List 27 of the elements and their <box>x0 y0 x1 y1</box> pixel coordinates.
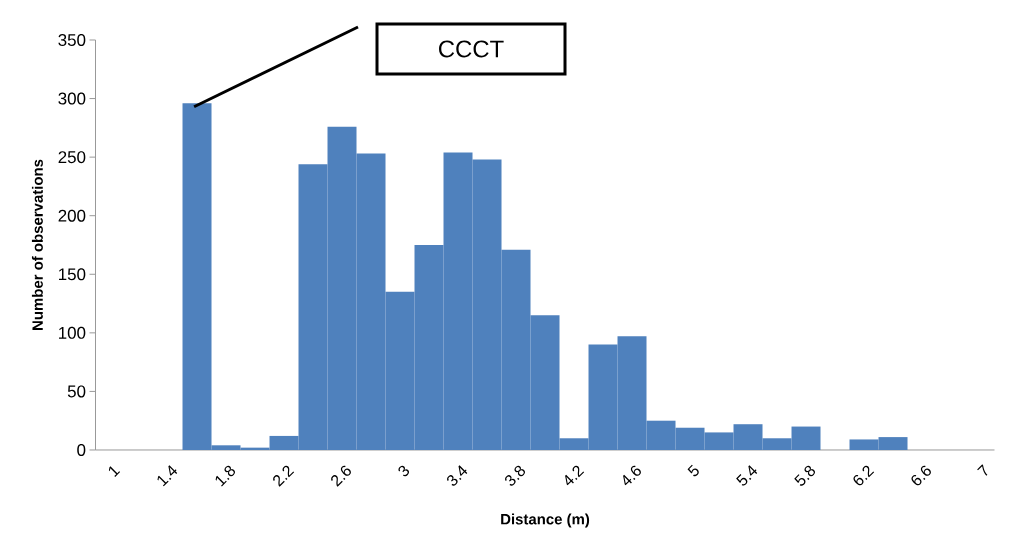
y-tick-label: 250 <box>58 151 86 164</box>
x-tick-label: 4.6 <box>623 465 641 486</box>
y-tick-label: 200 <box>58 209 86 222</box>
x-tick-label: 5.4 <box>736 465 758 486</box>
y-tick-label: 100 <box>59 326 86 339</box>
x-tick-label: 6.6 <box>911 465 931 486</box>
y-tick-label: 0 <box>77 443 86 456</box>
x-tick-label: 1 <box>108 466 121 477</box>
y-axis-title: Number of observations <box>31 159 43 330</box>
x-tick-label: 5 <box>687 464 699 477</box>
y-tick-label: 350 <box>58 33 86 46</box>
y-tick-label: 150 <box>59 268 86 281</box>
x-tick-label: 6.2 <box>853 465 875 486</box>
y-tick-label: 50 <box>67 385 86 398</box>
x-axis-title: Distance (m) <box>501 513 590 528</box>
x-tick-label: 3.8 <box>505 465 526 486</box>
annotation: CCCT <box>439 40 504 58</box>
x-tick-label: 3 <box>398 465 410 477</box>
x-tick-label: 7 <box>977 464 988 476</box>
x-tick-label: 2.2 <box>273 465 295 487</box>
x-tick-label: 4.2 <box>565 465 585 486</box>
x-tick-label: 3.4 <box>447 465 468 486</box>
x-tick-label: 5.8 <box>794 465 816 486</box>
x-tick-label: 2.6 <box>331 465 351 487</box>
x-tick-label: 1.4 <box>157 465 178 487</box>
y-tick-label: 300 <box>58 92 86 105</box>
x-tick-label: 1.8 <box>215 465 236 487</box>
